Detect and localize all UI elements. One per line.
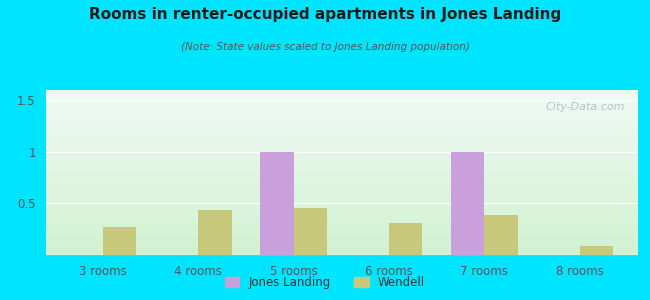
- Bar: [294, 208, 327, 255]
- Bar: [260, 152, 294, 255]
- Text: (Note: State values scaled to Jones Landing population): (Note: State values scaled to Jones Land…: [181, 42, 469, 52]
- Bar: [389, 223, 422, 255]
- Text: City-Data.com: City-Data.com: [545, 101, 625, 112]
- Text: Rooms in renter-occupied apartments in Jones Landing: Rooms in renter-occupied apartments in J…: [89, 8, 561, 22]
- Bar: [103, 227, 136, 255]
- Bar: [484, 215, 518, 255]
- Bar: [198, 210, 231, 255]
- Legend: Jones Landing, Wendell: Jones Landing, Wendell: [220, 272, 430, 294]
- Bar: [451, 152, 484, 255]
- Bar: [580, 246, 613, 255]
